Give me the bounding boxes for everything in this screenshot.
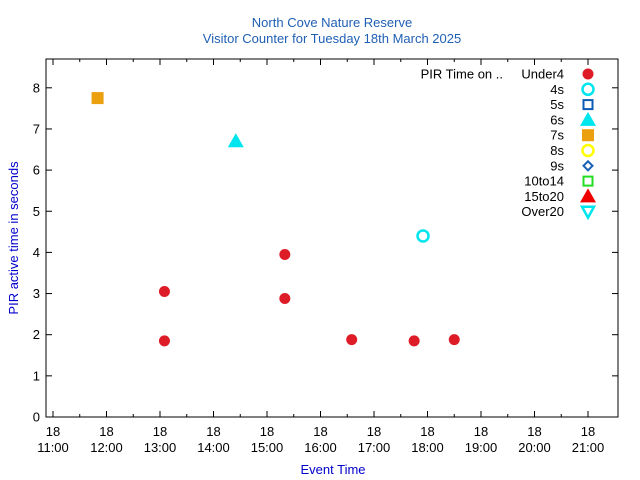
data-point-under4 xyxy=(279,292,291,304)
legend-marker-8s xyxy=(581,143,595,158)
x-tick-label-time: 19:00 xyxy=(465,440,498,455)
x-tick-label-time: 16:00 xyxy=(304,440,337,455)
data-point-under4 xyxy=(158,335,170,347)
legend-marker-15to20 xyxy=(580,188,596,203)
legend-marker-9s xyxy=(582,159,594,172)
data-point-6s xyxy=(227,133,244,148)
x-tick-label-day: 18 xyxy=(99,424,113,439)
x-tick-label-time: 11:00 xyxy=(37,440,69,455)
legend-label: 8s xyxy=(550,143,564,158)
x-tick-label-day: 18 xyxy=(474,424,488,439)
data-points xyxy=(91,92,460,347)
legend-label: 5s xyxy=(550,97,564,112)
data-point-under4 xyxy=(279,248,291,260)
x-tick-label-day: 18 xyxy=(581,424,595,439)
x-tick-label-time: 14:00 xyxy=(197,440,230,455)
y-tick-label: 5 xyxy=(33,204,40,219)
legend-marker-4s xyxy=(581,82,595,97)
y-tick-label: 1 xyxy=(33,368,40,383)
legend-heading: PIR Time on .. xyxy=(421,67,503,82)
legend-label: Over20 xyxy=(521,204,564,219)
legend-label: 4s xyxy=(550,82,564,97)
y-tick-label: 7 xyxy=(33,121,40,136)
x-tick-label-time: 18:00 xyxy=(411,440,444,455)
legend: PIR Time on .. Under44s5s6s7s8s9s10to1415… xyxy=(421,67,597,221)
x-tick-label-time: 17:00 xyxy=(358,440,391,455)
y-axis-title: PIR active time in seconds xyxy=(6,161,21,315)
chart-title: North Cove Nature Reserve xyxy=(252,15,412,30)
legend-label: 7s xyxy=(550,128,564,143)
x-tick-label-time: 12:00 xyxy=(90,440,123,455)
x-tick-label-time: 21:00 xyxy=(572,440,605,455)
legend-marker-6s xyxy=(580,111,596,126)
chart-subtitle: Visitor Counter for Tuesday 18th March 2… xyxy=(203,31,461,46)
x-axis-title: Event Time xyxy=(300,462,365,477)
data-point-under4 xyxy=(408,335,420,347)
y-tick-label: 3 xyxy=(33,286,40,301)
legend-marker-7s xyxy=(582,129,594,142)
y-tick-label: 2 xyxy=(33,327,40,342)
data-point-4s xyxy=(416,229,430,243)
legend-label: 10to14 xyxy=(524,174,564,189)
x-tick-label-day: 18 xyxy=(206,424,220,439)
x-tick-label-day: 18 xyxy=(313,424,327,439)
y-tick-label: 4 xyxy=(33,245,40,260)
legend-marker-5s xyxy=(582,99,594,111)
data-point-under4 xyxy=(346,334,358,346)
x-tick-label-day: 18 xyxy=(367,424,381,439)
legend-label: Under4 xyxy=(521,67,564,82)
y-tick-label: 0 xyxy=(33,410,40,425)
y-tick-label: 6 xyxy=(33,163,40,178)
y-axis: 0 1 2 3 4 5 6 7 8 xyxy=(33,80,618,425)
data-point-under4 xyxy=(448,334,460,346)
x-tick-label-time: 15:00 xyxy=(251,440,284,455)
x-axis: 1811:001812:001813:001814:001815:001816:… xyxy=(37,59,604,455)
legend-label: 15to20 xyxy=(524,189,564,204)
legend-marker-over20 xyxy=(579,205,597,221)
data-point-under4 xyxy=(158,285,170,297)
legend-label: 9s xyxy=(550,158,564,173)
plot-frame xyxy=(45,58,619,418)
x-tick-label-day: 18 xyxy=(420,424,434,439)
x-tick-label-time: 20:00 xyxy=(518,440,551,455)
data-point-7s xyxy=(91,92,104,105)
x-tick-label-time: 13:00 xyxy=(144,440,177,455)
legend-label: 6s xyxy=(550,112,564,127)
x-tick-label-day: 18 xyxy=(153,424,167,439)
x-tick-label-day: 18 xyxy=(260,424,274,439)
y-tick-label: 8 xyxy=(33,80,40,95)
x-tick-label-day: 18 xyxy=(527,424,541,439)
x-tick-label-day: 18 xyxy=(46,424,60,439)
legend-marker-under4 xyxy=(582,68,594,80)
legend-marker-10to14 xyxy=(582,175,594,187)
